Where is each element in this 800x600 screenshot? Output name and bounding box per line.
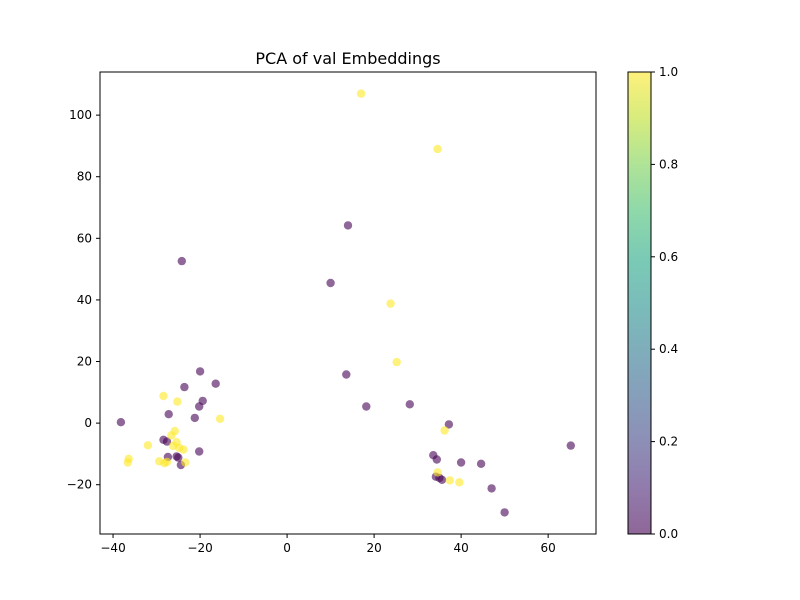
colorbar-tick-label: 1.0: [659, 65, 678, 79]
colorbar: 0.0 0.2 0.4 0.6 0.8 1.0: [627, 65, 678, 541]
scatter-point: [195, 367, 205, 376]
scatter-point: [500, 508, 509, 517]
scatter-point: [440, 426, 449, 435]
scatter-point: [392, 357, 401, 367]
colorbar-tick-label: 0.6: [659, 250, 678, 264]
scatter-point: [160, 459, 169, 468]
scatter-point: [123, 458, 132, 467]
x-tick-label: −40: [100, 541, 125, 555]
scatter-point: [342, 370, 351, 379]
x-tick-label: 20: [366, 541, 381, 555]
colorbar-tick-label: 0.2: [659, 435, 678, 449]
scatter-point: [215, 414, 225, 423]
x-tick-label: 60: [540, 541, 555, 555]
scatter-point: [445, 476, 454, 485]
scatter-point: [181, 458, 190, 467]
y-tick-label: 80: [77, 170, 92, 184]
y-tick-label: 0: [84, 416, 92, 430]
y-axis: −20 0 20 40 60 80 100: [67, 108, 100, 492]
axes-frame: [99, 71, 597, 535]
scatter-point: [195, 402, 204, 411]
scatter-point: [437, 475, 447, 484]
x-tick-label: 40: [453, 541, 468, 555]
scatter-point: [476, 459, 486, 468]
scatter-point: [405, 400, 414, 409]
scatter-point: [179, 445, 188, 454]
x-tick-label: 0: [283, 541, 291, 555]
scatter-point: [566, 441, 575, 450]
scatter-point: [143, 441, 153, 450]
colorbar-frame: [627, 71, 652, 535]
scatter-point: [164, 410, 173, 419]
scatter-point: [356, 89, 366, 98]
scatter-point: [173, 397, 182, 406]
scatter-point: [159, 391, 168, 401]
scatter-point: [487, 484, 496, 493]
scatter-point: [190, 413, 199, 423]
scatter-points: [116, 89, 575, 517]
scatter-point: [326, 278, 335, 288]
scatter-point: [174, 453, 183, 462]
scatter-point: [433, 468, 442, 477]
scatter-point: [433, 144, 442, 154]
plot-area: [99, 71, 597, 535]
scatter-point: [211, 379, 220, 388]
y-tick-label: 20: [77, 355, 92, 369]
colorbar-tick-label: 0.0: [659, 527, 678, 541]
scatter-point: [162, 437, 172, 446]
scatter-point: [444, 420, 454, 429]
scatter-point: [432, 455, 441, 464]
y-tick-label: 60: [77, 231, 92, 245]
colorbar-tick-label: 0.8: [659, 157, 678, 171]
scatter-point: [195, 447, 204, 456]
scatter-point: [177, 256, 186, 266]
scatter-point: [180, 382, 189, 392]
scatter-point: [386, 299, 395, 308]
colorbar-tick-label: 0.4: [659, 342, 678, 356]
x-tick-label: −20: [187, 541, 212, 555]
y-tick-label: −20: [67, 478, 92, 492]
chart-title: PCA of val Embeddings: [255, 49, 440, 68]
colorbar-gradient: [628, 72, 651, 534]
scatter-point: [167, 431, 176, 440]
colorbar-ticks: 0.0 0.2 0.4 0.6 0.8 1.0: [651, 65, 678, 541]
scatter-point: [116, 418, 126, 427]
y-tick-label: 100: [69, 108, 92, 122]
y-tick-label: 40: [77, 293, 92, 307]
x-axis: −40 −20 0 20 40 60: [100, 534, 556, 555]
scatter-point: [455, 478, 464, 487]
scatter-point: [456, 458, 466, 467]
scatter-point: [362, 402, 371, 411]
scatter-point: [343, 221, 353, 230]
